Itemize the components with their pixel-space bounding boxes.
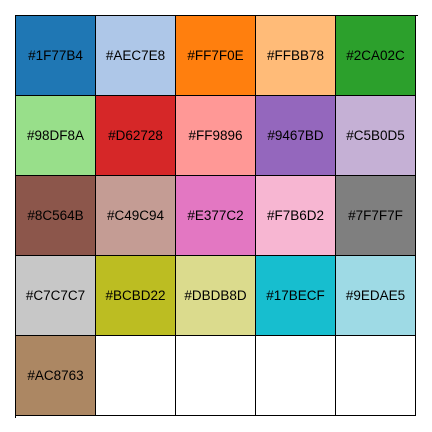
color-swatch: #9467BD — [256, 96, 336, 176]
swatch-label: #8C564B — [27, 208, 84, 223]
swatch-label: #E377C2 — [187, 208, 244, 223]
color-swatch: #AC8763 — [16, 336, 96, 416]
color-swatch: #FF9896 — [176, 96, 256, 176]
swatch-label: #7F7F7F — [348, 208, 403, 223]
color-swatch: #D62728 — [96, 96, 176, 176]
color-swatch: #2CA02C — [336, 16, 416, 96]
color-swatch: #C49C94 — [96, 176, 176, 256]
swatch-label: #F7B6D2 — [266, 208, 325, 223]
swatch-label: #BCBD22 — [105, 288, 166, 303]
color-swatch: #17BECF — [256, 256, 336, 336]
swatch-label: #FFBB78 — [266, 48, 325, 63]
swatch-label: #2CA02C — [346, 48, 405, 63]
color-swatch: #DBDB8D — [176, 256, 256, 336]
empty-swatch — [256, 336, 336, 416]
swatch-label: #D62728 — [108, 128, 163, 143]
swatch-label: #FF9896 — [188, 128, 243, 143]
empty-swatch — [96, 336, 176, 416]
color-swatch: #E377C2 — [176, 176, 256, 256]
swatch-label: #AEC7E8 — [105, 48, 166, 63]
color-swatch: #98DF8A — [16, 96, 96, 176]
swatch-label: #17BECF — [266, 288, 325, 303]
empty-swatch — [336, 336, 416, 416]
color-swatch: #FFBB78 — [256, 16, 336, 96]
color-swatch: #C7C7C7 — [16, 256, 96, 336]
color-swatch: #F7B6D2 — [256, 176, 336, 256]
color-swatch: #1F77B4 — [16, 16, 96, 96]
swatch-label: #9EDAE5 — [345, 288, 406, 303]
swatch-label: #FF7F0E — [187, 48, 244, 63]
color-swatch: #BCBD22 — [96, 256, 176, 336]
swatch-label: #AC8763 — [27, 368, 84, 383]
color-swatch: #AEC7E8 — [96, 16, 176, 96]
swatch-label: #98DF8A — [26, 128, 85, 143]
color-swatch: #8C564B — [16, 176, 96, 256]
swatch-label: #DBDB8D — [184, 288, 247, 303]
color-swatch: #7F7F7F — [336, 176, 416, 256]
empty-swatch — [176, 336, 256, 416]
swatch-label: #9467BD — [267, 128, 324, 143]
color-swatch: #FF7F0E — [176, 16, 256, 96]
color-swatch-grid: #1F77B4 #AEC7E8 #FF7F0E #FFBB78 #2CA02C … — [15, 15, 418, 418]
swatch-label: #1F77B4 — [28, 48, 83, 63]
color-swatch: #C5B0D5 — [336, 96, 416, 176]
swatch-label: #C7C7C7 — [25, 288, 86, 303]
color-swatch: #9EDAE5 — [336, 256, 416, 336]
swatch-label: #C5B0D5 — [346, 128, 405, 143]
swatch-label: #C49C94 — [106, 208, 165, 223]
